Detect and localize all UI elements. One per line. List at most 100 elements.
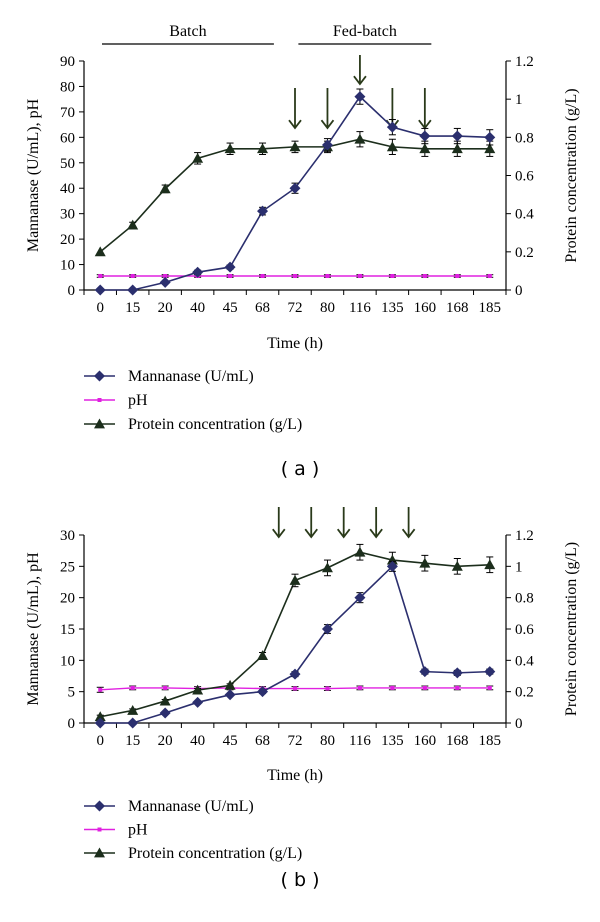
- y2-tick-label: 0.6: [515, 169, 534, 185]
- y-tick-label: 10: [60, 653, 75, 669]
- x-tick-label: 135: [381, 300, 404, 316]
- x-tick-label: 40: [190, 733, 205, 749]
- data-point: [390, 685, 395, 690]
- series-line: [100, 564, 490, 724]
- legend-label: Protein concentration (g/L): [128, 416, 302, 433]
- data-point: [354, 133, 366, 144]
- x-tick-label: 160: [414, 300, 437, 316]
- data-point: [321, 623, 333, 635]
- data-point: [386, 560, 398, 572]
- y-tick-label: 5: [68, 685, 76, 701]
- data-point: [289, 182, 301, 194]
- data-point: [224, 261, 236, 273]
- x-axis-title: Time (h): [267, 335, 323, 352]
- data-point: [289, 141, 301, 152]
- x-tick-label: 45: [223, 300, 238, 316]
- x-tick-label: 40: [190, 300, 205, 316]
- feed-arrow: [320, 88, 335, 130]
- feed-arrow: [304, 507, 318, 539]
- chart-panel-b: 0 5 10 15 20 25 30 0 0.2 0.4 0.6 0.8 1 1.2 0 15 20 40 45 68…: [25, 507, 580, 891]
- data-point: [321, 562, 333, 573]
- x-axis-title: Time (h): [267, 767, 323, 784]
- x-tick-label: 80: [320, 300, 335, 316]
- x-tick-label: 68: [255, 733, 270, 749]
- data-point: [325, 274, 330, 279]
- legend-label: Mannanase (U/mL): [128, 368, 254, 385]
- x-tick-label: 160: [414, 733, 437, 749]
- data-point: [257, 686, 269, 698]
- data-point: [487, 685, 492, 690]
- data-point: [98, 687, 103, 692]
- series-mannanase: [94, 560, 496, 729]
- series-ph: [96, 685, 494, 693]
- feed-arrow: [369, 507, 383, 539]
- y-tick-label: 60: [60, 130, 75, 146]
- y-tick-label: 50: [60, 156, 75, 172]
- x-tick-label: 0: [96, 300, 104, 316]
- data-point: [257, 143, 269, 154]
- y2-axis-title: Protein concentration (g/L): [563, 542, 580, 716]
- data-point: [293, 274, 297, 279]
- data-point: [192, 266, 204, 278]
- data-point: [127, 284, 139, 296]
- data-point: [192, 696, 204, 708]
- data-point: [487, 274, 492, 279]
- y-tick-label: 70: [60, 105, 75, 121]
- feed-arrow: [272, 507, 286, 539]
- data-point: [130, 274, 135, 279]
- y2-tick-label: 0.8: [515, 130, 534, 146]
- x-tick-label: 116: [349, 300, 371, 316]
- series-protein: [94, 131, 496, 257]
- x-tick-label: 20: [158, 300, 173, 316]
- data-point: [98, 274, 103, 279]
- legend-marker: [94, 418, 105, 429]
- data-point: [127, 704, 139, 715]
- data-point: [451, 667, 463, 679]
- y2-tick-label: 0.4: [515, 653, 534, 669]
- y2-axis-title: Protein concentration (g/L): [563, 88, 580, 262]
- y2-tick-label: 0: [515, 716, 523, 732]
- y-axis-title: Mannanase (U/mL), pH: [25, 98, 42, 252]
- data-point: [451, 143, 463, 154]
- data-point: [94, 711, 106, 722]
- y2-tick-label: 1.2: [515, 54, 534, 70]
- data-point: [455, 685, 460, 690]
- data-point: [192, 152, 204, 163]
- data-point: [386, 121, 398, 133]
- data-point: [321, 139, 333, 151]
- x-tick-label: 185: [479, 300, 502, 316]
- data-point: [422, 685, 427, 690]
- data-point: [354, 546, 366, 557]
- legend-entry: Mannanase (U/mL): [84, 368, 254, 385]
- y2-tick-label: 1.2: [515, 528, 534, 544]
- x-tick-label: 168: [446, 733, 469, 749]
- y-tick-label: 15: [60, 622, 75, 638]
- data-point: [94, 717, 106, 729]
- legend-entry: Mannanase (U/mL): [84, 798, 254, 815]
- y-tick-label: 30: [60, 528, 75, 544]
- y2-tick-label: 0: [515, 283, 523, 299]
- y2-tick-label: 0.6: [515, 622, 534, 638]
- data-point: [386, 141, 398, 152]
- legend-label: pH: [128, 822, 148, 839]
- data-point: [127, 717, 139, 729]
- y-tick-label: 20: [60, 232, 75, 248]
- data-point: [484, 131, 496, 143]
- data-point: [419, 130, 431, 142]
- feed-arrow: [418, 88, 432, 130]
- data-point: [159, 707, 171, 719]
- legend-entry: pH: [84, 392, 148, 409]
- data-point: [357, 274, 362, 279]
- series-mannanase: [94, 88, 496, 296]
- legend-marker: [94, 800, 105, 812]
- y-tick-label: 30: [60, 207, 75, 223]
- x-tick-label: 15: [125, 733, 140, 749]
- phase-label: Batch: [169, 23, 206, 40]
- feed-arrow: [353, 55, 367, 86]
- legend-marker: [94, 370, 105, 382]
- y-tick-label: 0: [68, 716, 76, 732]
- data-point: [419, 557, 431, 568]
- data-point: [390, 274, 395, 279]
- legend-label: Protein concentration (g/L): [128, 845, 302, 862]
